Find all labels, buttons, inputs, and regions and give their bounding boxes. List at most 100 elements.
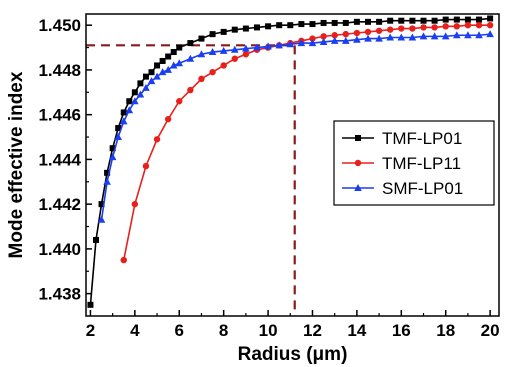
data-point-tmf-lp01 (276, 22, 283, 29)
data-point-tmf-lp01 (137, 80, 144, 87)
data-point-smf-lp01 (164, 65, 172, 73)
data-point-tmf-lp11 (309, 35, 316, 42)
y-tick-label: 1.440 (38, 240, 81, 259)
legend-swatch-marker (354, 159, 362, 167)
data-point-tmf-lp01 (409, 17, 416, 24)
data-point-tmf-lp11 (320, 33, 327, 40)
series-layer (87, 15, 494, 308)
data-point-smf-lp01 (453, 31, 461, 39)
data-point-smf-lp01 (186, 54, 195, 62)
data-point-smf-lp01 (142, 83, 150, 91)
ticks-layer: 2 4 6 8 10 12 14 16 18 20 1.438 1.440 1.442 1.444 1.44… (38, 16, 499, 340)
data-point-smf-lp01 (419, 32, 428, 40)
data-point-smf-lp01 (230, 45, 239, 53)
data-point-tmf-lp01 (220, 28, 227, 35)
data-point-smf-lp01 (286, 40, 295, 48)
data-point-smf-lp01 (308, 39, 317, 47)
data-point-smf-lp01 (169, 61, 178, 69)
data-point-tmf-lp01 (364, 18, 371, 25)
data-point-tmf-lp11 (453, 23, 461, 30)
data-point-smf-lp01 (119, 117, 128, 125)
data-point-tmf-lp11 (142, 162, 150, 170)
data-point-tmf-lp01 (287, 22, 294, 29)
data-point-smf-lp01 (375, 34, 383, 42)
data-point-tmf-lp11 (187, 86, 194, 94)
data-point-tmf-lp11 (386, 26, 394, 33)
data-point-smf-lp01 (253, 43, 261, 51)
data-point-tmf-lp11 (398, 25, 405, 32)
data-point-smf-lp01 (408, 33, 417, 41)
data-point-tmf-lp01 (176, 44, 183, 51)
data-point-tmf-lp01 (126, 98, 133, 105)
data-point-tmf-lp01 (309, 21, 316, 28)
data-point-smf-lp01 (97, 215, 106, 223)
data-point-smf-lp01 (175, 59, 184, 67)
data-point-smf-lp01 (131, 97, 139, 105)
plot-frame (85, 13, 500, 317)
data-point-tmf-lp01 (376, 18, 383, 25)
data-point-smf-lp01 (319, 37, 328, 45)
data-point-tmf-lp01 (92, 236, 99, 243)
data-point-tmf-lp01 (98, 201, 105, 208)
data-point-tmf-lp01 (320, 19, 327, 26)
data-point-tmf-lp11 (153, 136, 161, 143)
x-tick-label: 4 (130, 321, 140, 340)
data-point-tmf-lp01 (253, 24, 260, 31)
legend-item-tmf-lp11: TMF-LP11 (342, 154, 461, 173)
data-point-tmf-lp11 (120, 256, 127, 264)
data-point-tmf-lp11 (475, 21, 483, 29)
data-point-tmf-lp01 (187, 40, 194, 47)
data-point-tmf-lp11 (409, 25, 416, 32)
data-point-tmf-lp11 (431, 24, 438, 31)
x-tick-label: 6 (175, 321, 184, 340)
data-point-tmf-lp01 (198, 35, 205, 42)
data-point-smf-lp01 (108, 153, 117, 161)
data-point-tmf-lp01 (476, 16, 483, 23)
data-point-tmf-lp11 (220, 62, 227, 69)
data-point-tmf-lp01 (442, 16, 449, 23)
legend-item-tmf-lp01: TMF-LP01 (342, 129, 462, 148)
data-point-tmf-lp01 (131, 89, 138, 96)
data-point-smf-lp01 (297, 39, 306, 47)
data-point-tmf-lp01 (298, 21, 305, 28)
data-point-smf-lp01 (208, 48, 217, 56)
legend-label: TMF-LP01 (382, 129, 462, 148)
data-point-tmf-lp01 (170, 49, 177, 56)
legend: TMF-LP01 TMF-LP11 SMF-LP01 (333, 120, 495, 206)
data-point-smf-lp01 (486, 30, 494, 38)
series-line-tmf-lp11 (122, 24, 491, 261)
data-point-smf-lp01 (441, 32, 450, 40)
data-point-smf-lp01 (397, 33, 406, 41)
data-point-smf-lp01 (330, 36, 339, 44)
legend-item-smf-lp01: SMF-LP01 (342, 179, 463, 198)
data-point-tmf-lp01 (420, 17, 427, 24)
x-tick-label: 20 (481, 321, 500, 340)
data-point-tmf-lp01 (431, 17, 438, 24)
data-point-tmf-lp11 (364, 28, 372, 36)
data-point-tmf-lp11 (375, 27, 383, 34)
data-point-smf-lp01 (103, 177, 111, 185)
data-point-tmf-lp01 (165, 53, 172, 60)
data-point-tmf-lp11 (464, 21, 472, 29)
x-tick-label: 10 (259, 321, 278, 340)
y-tick-label: 1.442 (38, 195, 81, 214)
y-tick-label: 1.450 (38, 16, 81, 35)
x-tick-label: 14 (347, 321, 366, 340)
x-tick-label: 8 (219, 321, 228, 340)
data-point-smf-lp01 (475, 31, 483, 39)
y-tick-label: 1.446 (38, 106, 81, 125)
data-point-tmf-lp11 (176, 98, 183, 105)
data-point-tmf-lp01 (109, 145, 116, 152)
data-point-smf-lp01 (264, 42, 272, 50)
data-point-tmf-lp11 (198, 75, 205, 83)
data-point-tmf-lp11 (231, 55, 238, 62)
y-tick-label: 1.444 (38, 150, 81, 169)
data-point-tmf-lp11 (420, 24, 427, 31)
series-smf-lp01 (97, 30, 494, 223)
data-point-tmf-lp01 (159, 57, 166, 64)
y-axis-title: Mode effective index (6, 71, 27, 258)
data-point-tmf-lp11 (486, 21, 494, 29)
data-point-tmf-lp01 (154, 62, 161, 69)
data-point-tmf-lp11 (209, 68, 216, 76)
